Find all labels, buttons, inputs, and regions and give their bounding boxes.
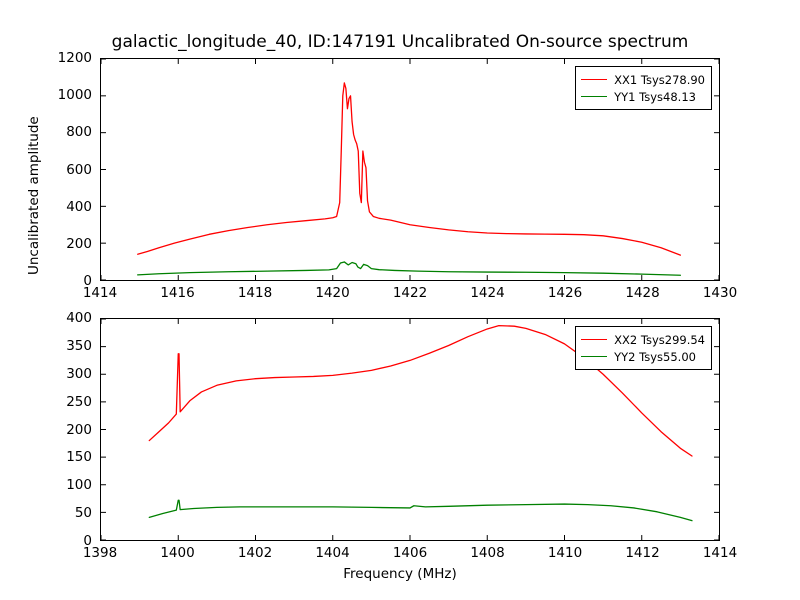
y-tick-label: 400 <box>66 198 92 215</box>
top-panel-plot-area <box>101 59 719 280</box>
y-tick-label: 150 <box>66 449 92 466</box>
y-tick-label: 200 <box>66 235 92 252</box>
x-tick-label: 1414 <box>82 285 118 301</box>
y-tick-label: 400 <box>66 310 92 326</box>
legend-label: XX1 Tsys278.90 <box>614 72 705 87</box>
legend-swatch <box>581 356 608 357</box>
x-tick-label: 1424 <box>470 285 505 301</box>
top-panel-axes: XX1 Tsys278.90 YY1 Tsys48.13 <box>100 58 720 281</box>
x-tick-label: 1414 <box>702 545 738 561</box>
x-tick-label: 1428 <box>625 285 660 301</box>
legend-swatch <box>581 79 608 80</box>
x-tick-label: 1426 <box>547 285 583 301</box>
legend-swatch <box>581 96 608 97</box>
y-tick-label: 1200 <box>57 50 92 66</box>
legend-entry: YY1 Tsys48.13 <box>581 88 705 105</box>
legend-swatch <box>581 339 608 340</box>
figure-title: galactic_longitude_40, ID:147191 Uncalib… <box>111 32 689 52</box>
series-line <box>138 83 681 255</box>
x-tick-label: 1410 <box>547 545 583 561</box>
y-tick-label: 350 <box>66 337 92 354</box>
y-tick-label: 50 <box>74 505 92 522</box>
x-tick-label: 1404 <box>315 545 350 561</box>
series-line <box>138 262 681 275</box>
series-line <box>149 500 692 520</box>
legend-entry: XX1 Tsys278.90 <box>581 71 705 88</box>
y-tick-label: 800 <box>66 124 92 141</box>
x-tick-label: 1408 <box>470 545 505 561</box>
y-tick-label: 100 <box>66 477 92 494</box>
y-tick-label: 0 <box>83 273 92 289</box>
x-tick-label: 1416 <box>160 285 195 301</box>
x-tick-label: 1412 <box>625 545 660 561</box>
y-tick-label: 250 <box>66 393 92 410</box>
y-tick-label: 200 <box>66 421 92 438</box>
x-tick-label: 1400 <box>160 545 195 561</box>
bottom-panel-legend: XX2 Tsys299.54 YY2 Tsys55.00 <box>575 326 712 370</box>
x-tick-label: 1398 <box>82 545 118 561</box>
y-tick-label: 600 <box>66 161 92 178</box>
x-tick-label: 1406 <box>392 545 428 561</box>
legend-entry: XX2 Tsys299.54 <box>581 331 705 348</box>
x-tick-label: 1422 <box>392 285 428 301</box>
x-tick-label: 1418 <box>237 285 273 301</box>
x-tick-label: 1420 <box>315 285 350 301</box>
top-panel-legend: XX1 Tsys278.90 YY1 Tsys48.13 <box>575 66 712 110</box>
y-tick-label: 1000 <box>57 87 92 104</box>
bottom-panel-axes: XX2 Tsys299.54 YY2 Tsys55.00 <box>100 318 720 541</box>
legend-label: YY2 Tsys55.00 <box>614 349 696 364</box>
legend-entry: YY2 Tsys55.00 <box>581 348 705 365</box>
legend-label: XX2 Tsys299.54 <box>614 332 705 347</box>
y-tick-label: 300 <box>66 365 92 382</box>
x-tick-label: 1430 <box>702 285 738 301</box>
x-axis-label: Frequency (MHz) <box>343 566 457 582</box>
y-tick-label: 0 <box>83 533 92 549</box>
x-tick-label: 1402 <box>237 545 273 561</box>
legend-label: YY1 Tsys48.13 <box>614 89 696 104</box>
